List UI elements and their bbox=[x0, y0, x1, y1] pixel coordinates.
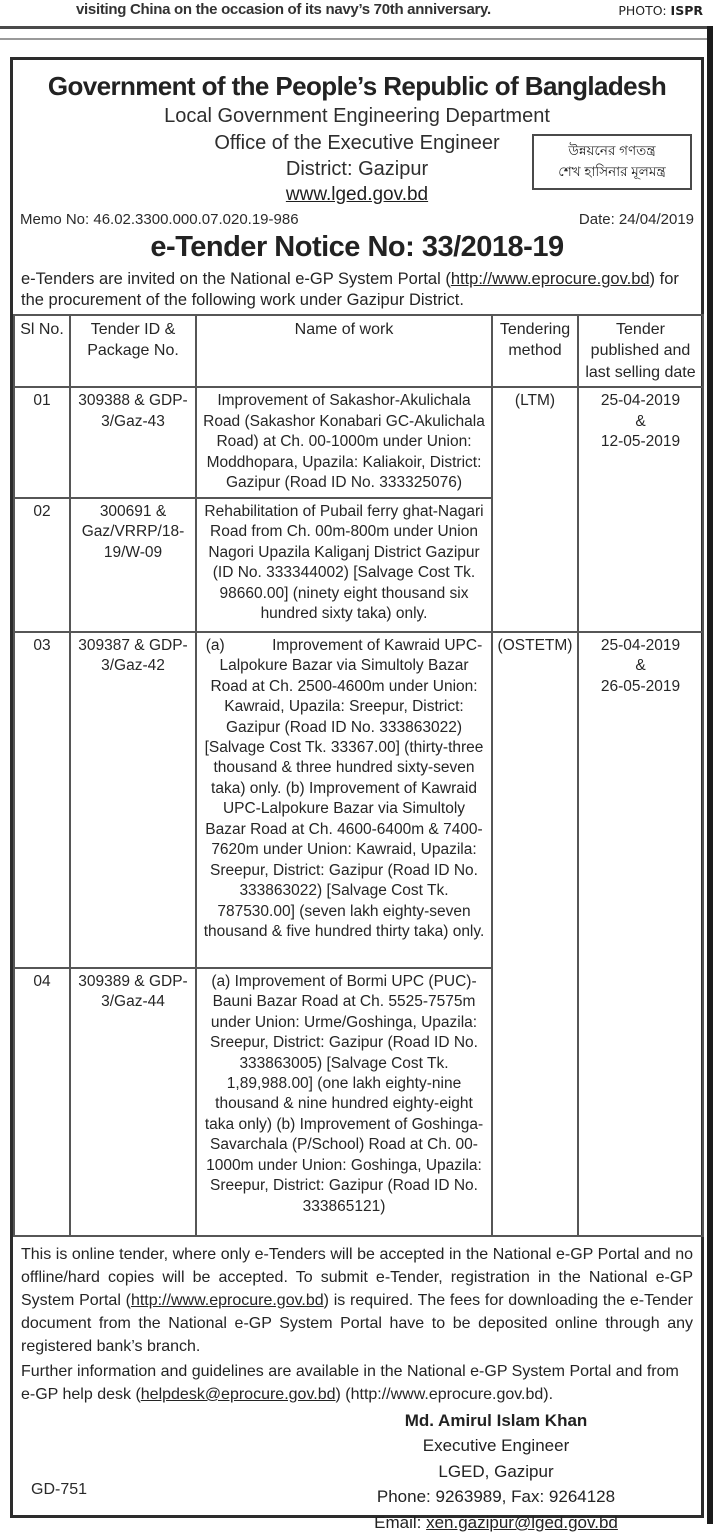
cell-work: (a) Improvement of Bormi UPC (PUC)-Bauni… bbox=[195, 966, 493, 1237]
footer-paragraph-1: This is online tender, where only e-Tend… bbox=[21, 1243, 693, 1358]
footer-eprocure-link[interactable]: http://www.eprocure.gov.bd bbox=[130, 1291, 324, 1309]
page-column-divider bbox=[707, 26, 713, 1524]
intro-text-before: e-Tenders are invited on the National e-… bbox=[21, 269, 451, 288]
cell-sl: 04 bbox=[13, 966, 71, 1237]
department-name: Local Government Engineering Department bbox=[164, 105, 550, 127]
cell-tender-id: 300691 & Gaz/VRRP/18-19/W-09 bbox=[69, 496, 197, 633]
cell-sl: 03 bbox=[13, 630, 71, 969]
footer2-text-before: Further information and guidelines are a… bbox=[21, 1362, 679, 1403]
cell-sl: 01 bbox=[13, 386, 71, 499]
col-header-work: Name of work bbox=[195, 313, 493, 389]
cell-work: Rehabilitation of Pubail ferry ghat-Naga… bbox=[195, 496, 493, 633]
photo-credit-label: PHOTO: bbox=[618, 3, 671, 18]
memo-number: Memo No: 46.02.3300.000.07.020.19-986 bbox=[20, 210, 299, 228]
footer2-text-after: ) (http://www.eprocure.gov.bd). bbox=[335, 1385, 554, 1403]
notice-date: Date: 24/04/2019 bbox=[578, 210, 694, 228]
table-row: 01 309388 & GDP-3/Gaz-43 Improvement of … bbox=[13, 386, 704, 633]
col-header-tender-id: Tender ID & Package No. bbox=[69, 313, 197, 389]
helpdesk-email-link[interactable]: helpdesk@eprocure.gov.bd bbox=[140, 1385, 336, 1403]
signatory-org: LGED, Gazipur bbox=[438, 1461, 554, 1481]
horizontal-rule-top bbox=[0, 26, 713, 29]
cell-work: (a) Improvement of Kawraid UPC-Lalpokure… bbox=[195, 630, 493, 969]
signatory-email-line: Email: xen.gazipur@lged.gov.bd bbox=[311, 1510, 681, 1535]
gd-reference-number: GD-751 bbox=[31, 1481, 88, 1498]
photo-caption-text: visiting China on the occasion of its na… bbox=[76, 1, 491, 18]
signature-block: Md. Amirul Islam Khan Executive Engineer… bbox=[311, 1408, 681, 1535]
cell-tender-id: 309387 & GDP-3/Gaz-42 bbox=[69, 630, 197, 969]
website-line: www.lged.gov.bd bbox=[13, 184, 701, 206]
intro-text-after: ) for the procurement of the following w… bbox=[21, 269, 679, 309]
cell-tender-id: 309389 & GDP-3/Gaz-44 bbox=[69, 966, 197, 1237]
cell-method-ostetm: (OSTETM) bbox=[491, 630, 579, 1237]
notice-title: e-Tender Notice No: 33/2018-19 bbox=[150, 230, 564, 263]
table-row: 03 309387 & GDP-3/Gaz-42 (a) Improvement… bbox=[13, 630, 704, 1237]
signatory-name: Md. Amirul Islam Khan bbox=[404, 1410, 588, 1430]
district-line: District: Gazipur bbox=[285, 158, 429, 181]
cell-sl: 02 bbox=[13, 496, 71, 633]
government-title: Government of the People’s Republic of B… bbox=[47, 71, 667, 101]
office-name: Office of the Executive Engineer bbox=[214, 131, 500, 154]
tender-notice-box: Government of the People’s Republic of B… bbox=[10, 57, 704, 1532]
intro-paragraph: e-Tenders are invited on the National e-… bbox=[21, 269, 693, 311]
table-header-row: Sl No. Tender ID & Package No. Name of w… bbox=[13, 313, 704, 389]
slogan-line-2: শেখ হাসিনার মূলমন্ত্র bbox=[558, 163, 666, 179]
col-header-sl: Sl No. bbox=[13, 313, 71, 389]
table-row: 02 300691 & Gaz/VRRP/18-19/W-09 Rehabili… bbox=[13, 496, 703, 633]
col-header-method: Tendering method bbox=[491, 313, 579, 389]
eprocure-link[interactable]: http://www.eprocure.gov.bd bbox=[450, 269, 650, 288]
lged-website-link[interactable]: www.lged.gov.bd bbox=[285, 183, 429, 205]
cell-tender-id: 309388 & GDP-3/Gaz-43 bbox=[69, 386, 197, 499]
signatory-title: Executive Engineer bbox=[422, 1436, 570, 1456]
cell-method-ltm: (LTM) bbox=[491, 386, 579, 633]
email-label: Email: bbox=[374, 1512, 427, 1532]
memo-row: Memo No: 46.02.3300.000.07.020.19-986 Da… bbox=[13, 211, 701, 228]
footer1-text-before: This is online tender, where only e-Tend… bbox=[21, 1245, 693, 1309]
slogan-box: উন্নয়নের গণতন্ত্র শেখ হাসিনার মূলমন্ত্র bbox=[532, 134, 692, 190]
slogan-line-1: উন্নয়নের গণতন্ত্র bbox=[568, 143, 656, 158]
table-row: 04 309389 & GDP-3/Gaz-44 (a) Improvement… bbox=[13, 966, 703, 1237]
tender-table: Sl No. Tender ID & Package No. Name of w… bbox=[13, 313, 704, 1237]
horizontal-rule-secondary bbox=[0, 38, 713, 40]
cell-dates-ostetm: 25-04-2019 & 26-05-2019 bbox=[577, 630, 704, 1237]
photo-credit: PHOTO: ISPR bbox=[618, 3, 703, 18]
col-header-dates: Tender published and last selling date bbox=[577, 313, 704, 389]
xen-email-link[interactable]: xen.gazipur@lged.gov.bd bbox=[426, 1512, 618, 1532]
signatory-phone-fax: Phone: 9263989, Fax: 9264128 bbox=[376, 1487, 616, 1507]
footer1-text-after: ) is required. The fees for downloading … bbox=[21, 1291, 694, 1355]
cell-work: Improvement of Sakashor-Akulichala Road … bbox=[195, 386, 493, 499]
cell-dates-ltm: 25-04-2019 & 12-05-2019 bbox=[577, 386, 704, 633]
footer-paragraph-2: Further information and guidelines are a… bbox=[21, 1360, 693, 1406]
photo-credit-value: ISPR bbox=[670, 3, 703, 18]
